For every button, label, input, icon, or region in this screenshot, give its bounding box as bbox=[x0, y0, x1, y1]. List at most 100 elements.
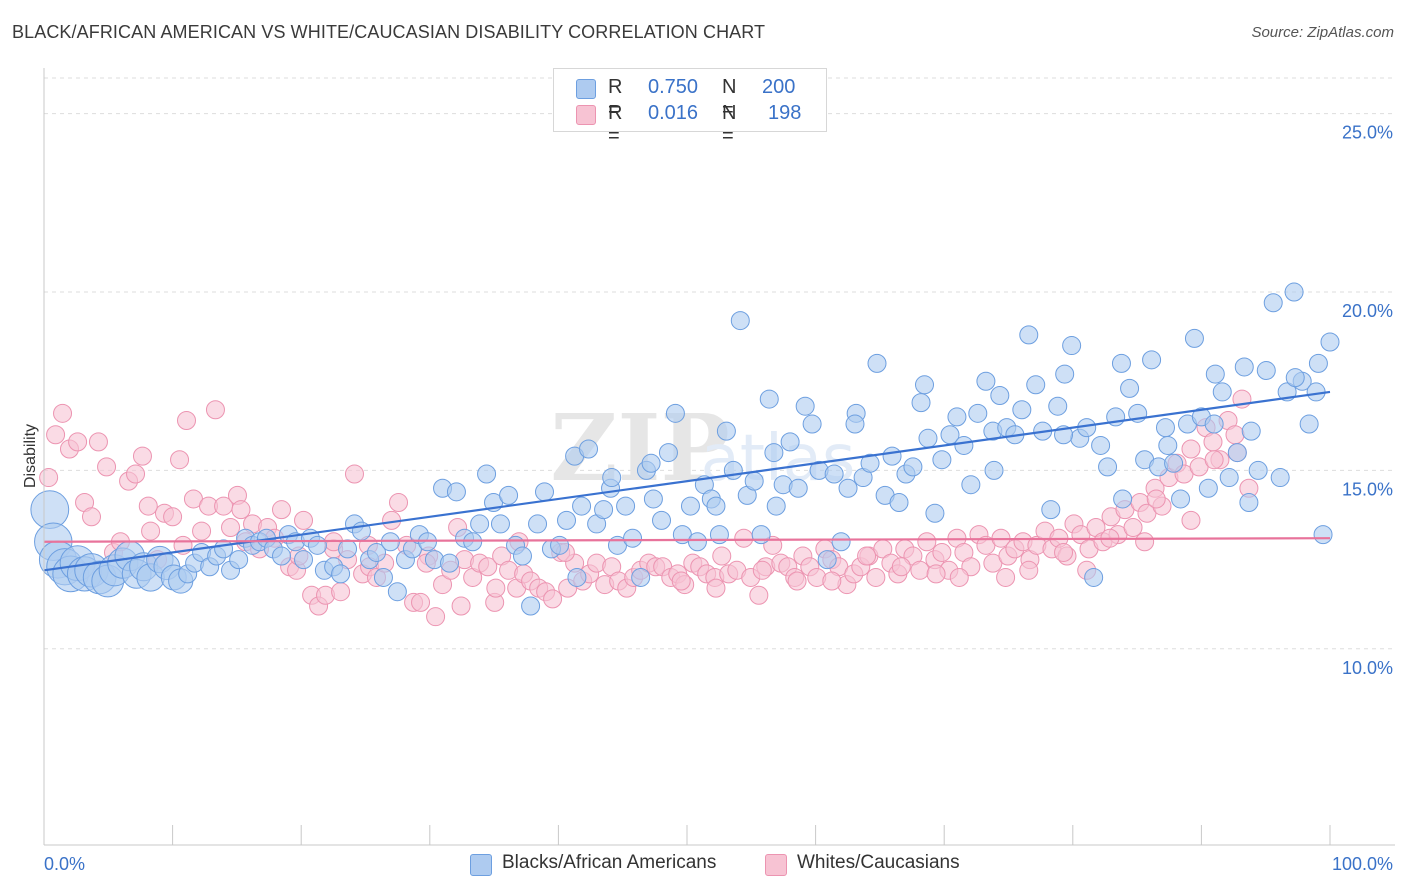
blue-point bbox=[1256, 361, 1276, 381]
pink-point bbox=[917, 532, 937, 552]
blue-point bbox=[764, 443, 784, 463]
blue-point bbox=[1285, 368, 1305, 388]
blue-point bbox=[706, 496, 726, 516]
blue-point bbox=[1091, 435, 1111, 455]
blue-point bbox=[1248, 460, 1268, 480]
blue-point bbox=[534, 482, 554, 502]
blue-point bbox=[579, 439, 599, 459]
blue-point bbox=[723, 460, 743, 480]
blue-r-value: 0.750 bbox=[648, 76, 699, 98]
pink-point bbox=[866, 567, 886, 587]
pink-point bbox=[97, 457, 117, 477]
blue-point bbox=[788, 478, 808, 498]
blue-point bbox=[1205, 364, 1225, 384]
blue-point bbox=[1041, 500, 1061, 520]
blue-point bbox=[550, 535, 570, 555]
blue-point bbox=[623, 528, 643, 548]
pink-point bbox=[53, 403, 73, 423]
blue-point bbox=[1142, 350, 1162, 370]
blue-point bbox=[744, 471, 764, 491]
pink-point bbox=[46, 425, 66, 445]
pink-point bbox=[749, 585, 769, 605]
pink-point bbox=[734, 528, 754, 548]
pink-n-value: 198 bbox=[768, 102, 802, 124]
blue-point bbox=[860, 453, 880, 473]
pink-point bbox=[411, 592, 431, 612]
blue-point bbox=[903, 457, 923, 477]
blue-point bbox=[976, 371, 996, 391]
blue-point bbox=[1320, 332, 1340, 352]
blue-point bbox=[817, 550, 837, 570]
blue-point bbox=[214, 539, 234, 559]
blue-point bbox=[766, 496, 786, 516]
blue-point bbox=[968, 403, 988, 423]
pink-point bbox=[712, 546, 732, 566]
blue-point bbox=[730, 311, 750, 331]
blue-point bbox=[1055, 364, 1075, 384]
blue-point bbox=[658, 443, 678, 463]
blue-point bbox=[1219, 468, 1239, 488]
blue-point bbox=[687, 532, 707, 552]
y-tick-label: 25.0% bbox=[1342, 123, 1393, 143]
blue-n-value: 200 bbox=[762, 76, 796, 98]
blue-point bbox=[439, 553, 459, 573]
blue-point bbox=[521, 596, 541, 616]
blue-n-label: N = bbox=[722, 76, 737, 121]
pink-point bbox=[706, 578, 726, 598]
pink-point bbox=[1146, 489, 1166, 509]
pink-trend-line bbox=[43, 537, 1331, 543]
blue-point bbox=[716, 421, 736, 441]
blue-point bbox=[1234, 357, 1254, 377]
stats-box: R = 0.750 N = 200 R = 0.016 N = 198 bbox=[553, 68, 827, 147]
blue-point bbox=[1184, 328, 1204, 348]
blue-point bbox=[1164, 453, 1184, 473]
blue-point bbox=[367, 542, 387, 562]
blue-point bbox=[616, 496, 636, 516]
pink-point bbox=[141, 521, 161, 541]
blue-point bbox=[1198, 478, 1218, 498]
chart-title: BLACK/AFRICAN AMERICAN VS WHITE/CAUCASIA… bbox=[12, 22, 766, 42]
blue-swatch bbox=[576, 79, 596, 99]
pink-point bbox=[486, 578, 506, 598]
blue-point bbox=[1158, 435, 1178, 455]
pink-point bbox=[272, 500, 292, 520]
blue-point bbox=[1048, 396, 1068, 416]
y-tick-label: 20.0% bbox=[1342, 301, 1393, 321]
blue-point bbox=[824, 464, 844, 484]
y-tick-label: 15.0% bbox=[1342, 479, 1393, 499]
pink-point bbox=[1181, 439, 1201, 459]
blue-point bbox=[1299, 414, 1319, 434]
blue-point bbox=[954, 435, 974, 455]
pink-point bbox=[177, 410, 197, 430]
pink-point bbox=[294, 510, 314, 530]
blue-point bbox=[918, 428, 938, 448]
pink-point bbox=[331, 582, 351, 602]
pink-point bbox=[932, 542, 952, 562]
blue-point bbox=[1171, 489, 1191, 509]
blue-point bbox=[1155, 418, 1175, 438]
blue-point bbox=[1113, 489, 1133, 509]
blue-point bbox=[1026, 375, 1046, 395]
blue-point bbox=[889, 493, 909, 513]
legend-blue-label: Blacks/African Americans bbox=[502, 852, 717, 873]
pink-point bbox=[1181, 510, 1201, 530]
pink-point bbox=[39, 468, 59, 488]
pink-point bbox=[389, 493, 409, 513]
blue-point bbox=[294, 550, 314, 570]
pink-point bbox=[1019, 560, 1039, 580]
blue-point bbox=[780, 432, 800, 452]
blue-point bbox=[1019, 325, 1039, 345]
pink-point bbox=[996, 567, 1016, 587]
blue-point bbox=[925, 503, 945, 523]
blue-point bbox=[567, 567, 587, 587]
blue-point bbox=[631, 567, 651, 587]
blue-point bbox=[1227, 443, 1247, 463]
source-credit: Source: ZipAtlas.com bbox=[1251, 24, 1394, 41]
blue-point bbox=[1241, 421, 1261, 441]
blue-point bbox=[572, 496, 592, 516]
blue-point bbox=[1212, 382, 1232, 402]
blue-point bbox=[594, 500, 614, 520]
blue-point bbox=[1284, 282, 1304, 302]
blue-point bbox=[1012, 400, 1032, 420]
